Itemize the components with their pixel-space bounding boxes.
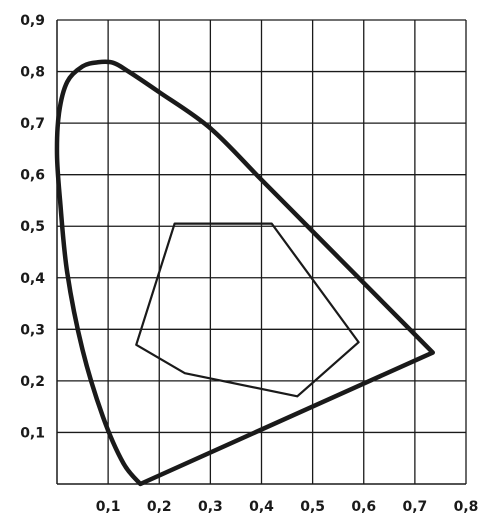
x-tick-label: 0,1 bbox=[96, 499, 121, 515]
y-tick-label: 0,3 bbox=[20, 322, 45, 338]
gamut-polygon-line bbox=[135, 222, 360, 398]
series-group bbox=[54, 59, 436, 487]
grid bbox=[56, 19, 467, 485]
y-tick-label: 0,1 bbox=[20, 425, 45, 441]
x-tick-label: 0,7 bbox=[402, 499, 427, 515]
tick-labels: 0,1 0,2 0,3 0,4 0,5 0,6 0,7 0,8 0,1 0,2 0,3 0,4 0,5 0… bbox=[20, 13, 478, 515]
y-tick-label: 0,9 bbox=[20, 13, 45, 29]
x-tick-label: 0,4 bbox=[249, 499, 274, 515]
x-tick-label: 0,6 bbox=[351, 499, 376, 515]
y-tick-label: 0,7 bbox=[20, 116, 45, 132]
y-tick-label: 0,6 bbox=[20, 168, 45, 184]
x-tick-label: 0,8 bbox=[454, 499, 479, 515]
y-tick-label: 0,2 bbox=[20, 374, 45, 390]
y-tick-label: 0,4 bbox=[20, 271, 45, 287]
x-tick-label: 0,3 bbox=[198, 499, 223, 515]
x-tick-label: 0,5 bbox=[300, 499, 325, 515]
spectral-locus-line bbox=[54, 59, 436, 487]
y-tick-label: 0,5 bbox=[20, 219, 45, 235]
x-tick-label: 0,2 bbox=[147, 499, 172, 515]
y-tick-label: 0,8 bbox=[20, 65, 45, 81]
